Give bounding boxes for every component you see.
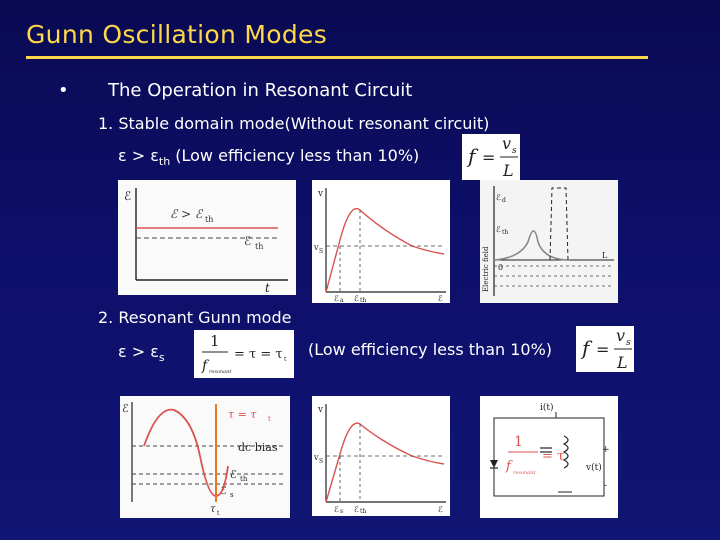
fig5-x-axis-label: ℰ [438, 505, 443, 514]
fig2-mark-vs-sub: S [319, 248, 323, 255]
formula-tau-den: f [201, 358, 210, 374]
fig3-axis-label: Electric field [482, 246, 490, 292]
fig2-tick1: ℰ [334, 294, 339, 303]
fig3-l2-sub: th [502, 229, 508, 236]
fig4-tau-sub: t [268, 415, 271, 423]
formula1-den: L [502, 161, 514, 180]
figure-resonant-circuit: i(t) 1 f resonant = τ + - v(t) [480, 396, 618, 518]
fig6-current: i(t) [540, 402, 554, 413]
fig4-tau-bottom: τ [210, 504, 216, 515]
cond1-note: (Low efficiency less than 10%) [170, 146, 420, 165]
fig4-s-sub: s [230, 491, 234, 499]
fig4-dc: dc bias [238, 441, 278, 454]
fig6-overlay-num: 1 [514, 434, 523, 450]
title-underline [26, 56, 648, 59]
fig6-overlay-den: f [505, 459, 513, 474]
fig6-overlay-den-sub: resonant [513, 470, 536, 476]
fig4-tau-label: τ = τ [228, 408, 257, 421]
fig5-axis-y: v [317, 405, 324, 415]
fig4-axis-y: ℰ [122, 402, 129, 415]
fig6-loop [493, 417, 605, 497]
formula1-eq: = [482, 148, 495, 167]
bullet-marker: • [58, 80, 69, 101]
fig4-s: ℰ [220, 484, 227, 497]
fig2-curve [325, 208, 445, 293]
inductor-icon [562, 435, 569, 469]
formula-tau-sub: t [284, 356, 287, 363]
fig6-voltage: v(t) [585, 462, 602, 473]
diode-icon [490, 460, 498, 468]
fig1-line-label-sub: th [255, 242, 263, 251]
section2-condition: ε > εs [118, 342, 165, 364]
fig5-curve [325, 422, 445, 503]
fig1-curve-label-sub: th [205, 215, 213, 224]
fig5-tick2-sub: th [360, 508, 366, 515]
cond2-sub: s [158, 351, 165, 365]
formula1-num: v [502, 134, 511, 153]
fig3-l1: ℰ [496, 193, 501, 202]
fig2-tick2: ℰ [354, 294, 359, 303]
figure-velocity-vs-field-1: v v S ℰ a ℰ th ℰ [312, 180, 450, 303]
formula2-den: L [616, 353, 628, 372]
fig3-end: L [602, 251, 608, 260]
fig2-axis-y: v [317, 189, 324, 199]
fig1-axis-x-label: t [265, 281, 270, 295]
fig5-tick2: ℰ [354, 505, 359, 514]
fig1-curve-label: ℰ > ℰ [170, 207, 204, 221]
fig4-tau-bottom-sub: t [217, 510, 220, 517]
fig4-th: ℰ [230, 468, 237, 481]
formula2-eq: = [596, 340, 609, 359]
figure-velocity-vs-field-2: v v S ℰ s ℰ th ℰ [312, 396, 450, 516]
fig4-sine [143, 408, 229, 497]
formula-tau-num: 1 [210, 332, 220, 350]
fig3-l1-sub: d [502, 197, 506, 204]
fig5-tick1: ℰ [334, 505, 339, 514]
fig6-plus: + [602, 445, 610, 455]
section2-heading: 2. Resonant Gunn mode [98, 308, 292, 327]
formula1-f: f [466, 144, 479, 168]
fig5-mark-vs-sub: S [319, 458, 323, 465]
section1-heading: 1. Stable domain mode(Without resonant c… [98, 114, 490, 133]
fig2-tick1-sub: a [340, 297, 344, 303]
fig2-tick2-sub: th [360, 297, 366, 303]
cond1-prefix: ε > ε [118, 146, 159, 165]
fig2-x-axis-label: ℰ [438, 294, 443, 303]
cond2-prefix: ε > ε [118, 342, 159, 361]
formula-tau: 1 f resonant = τ = τ t [194, 330, 294, 378]
formula-f-vs-l-2: f = v s L [576, 326, 634, 372]
figure-field-profile: Electric field ℰ d ℰ th 0 L [480, 180, 618, 303]
figure-field-vs-time: ℰ t ℰ > ℰ th ℰ th [118, 180, 296, 295]
fig1-axis-y-label: ℰ [124, 189, 131, 203]
formula-tau-den-sub: resonant [209, 369, 232, 375]
fig5-mark-vs: v [313, 453, 319, 462]
formula-f-vs-l-1: f = v s L [462, 134, 520, 180]
section2-note: (Low efficiency less than 10%) [308, 340, 553, 359]
formula1-num-sub: s [512, 146, 517, 156]
figure-resonant-field: ℰ τ = τ t dc bias ℰ th ℰ s τ t [120, 396, 290, 518]
fig6-minus: - [604, 481, 607, 491]
fig3-domain-peak [493, 230, 571, 261]
fig3-origin: 0 [498, 263, 503, 272]
fig6-overlay-eq: = τ [542, 449, 564, 464]
fig3-dashed-pulse [549, 187, 569, 261]
fig5-tick1-sub: s [340, 508, 343, 515]
formula2-num: v [616, 326, 625, 345]
fig1-line-label: ℰ [244, 234, 251, 248]
formula-tau-eq: = τ = τ [234, 347, 283, 362]
fig4-th-sub: th [240, 475, 248, 483]
bullet-text: The Operation in Resonant Circuit [108, 80, 413, 101]
formula2-f: f [580, 336, 593, 360]
cond1-sub: th [158, 155, 171, 169]
fig3-l2: ℰ [496, 225, 501, 234]
formula2-num-sub: s [626, 338, 631, 348]
section1-condition: ε > εth (Low efficiency less than 10%) [118, 146, 419, 168]
slide-title: Gunn Oscillation Modes [26, 20, 328, 49]
fig2-mark-vs: v [313, 243, 319, 252]
